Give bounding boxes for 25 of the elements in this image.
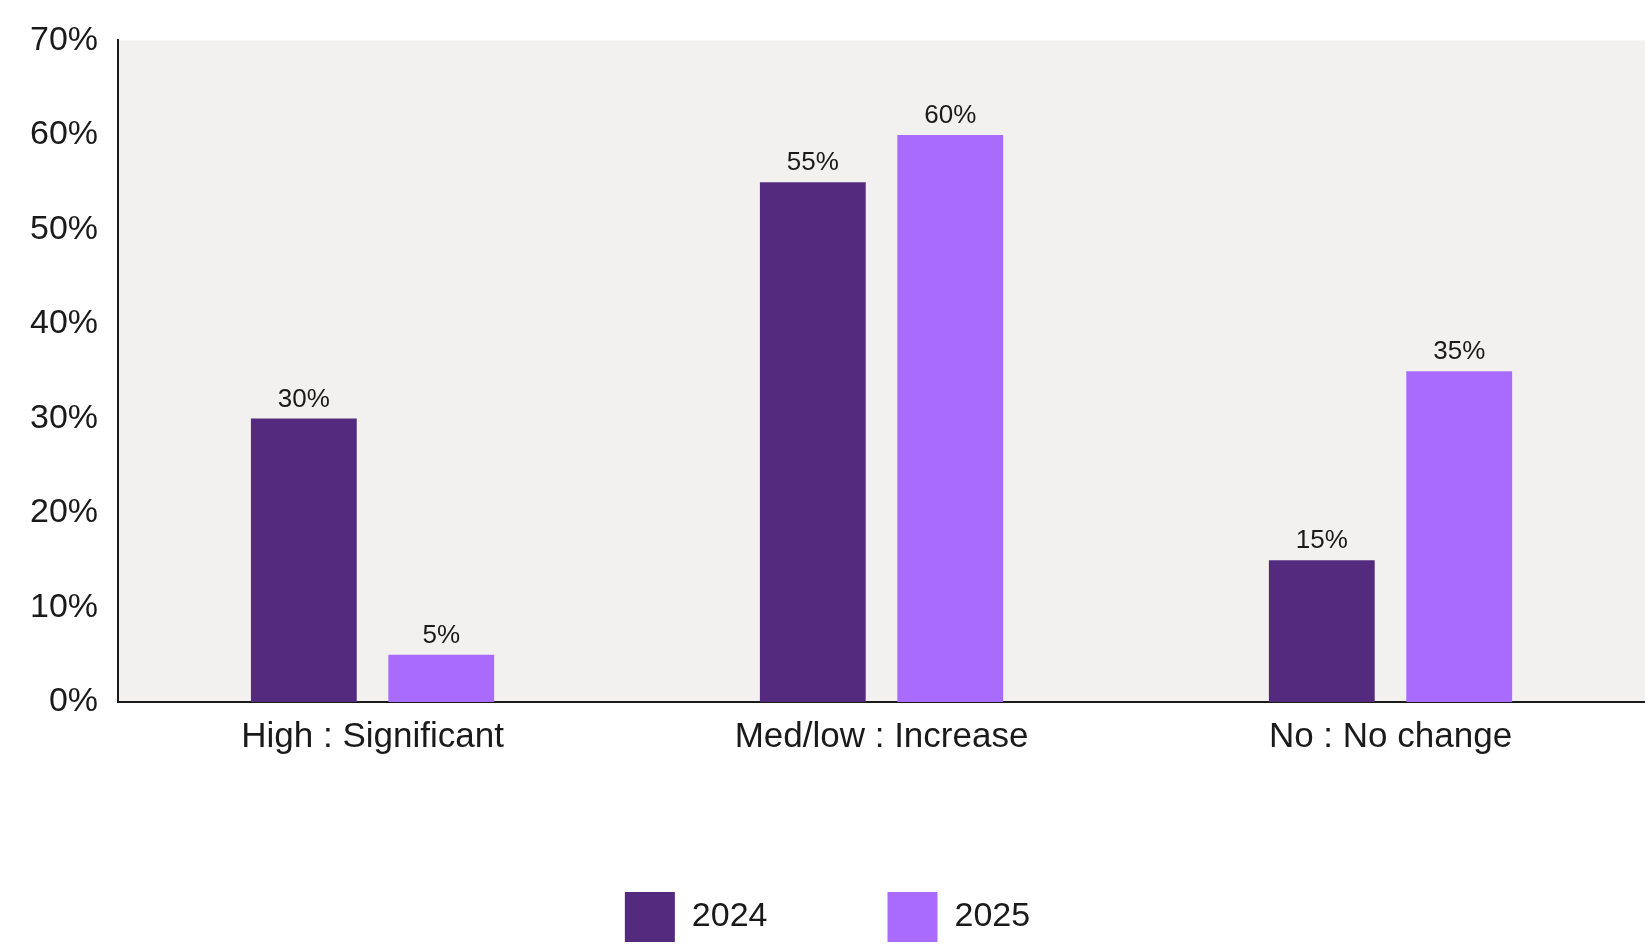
data-label: 5%: [422, 618, 461, 649]
y-tick-label: 20%: [29, 491, 99, 530]
y-tick-label: 60%: [29, 113, 99, 152]
bar: [897, 134, 1004, 702]
y-tick-label: 10%: [29, 585, 99, 624]
y-tick-label: 50%: [29, 207, 99, 246]
legend-label: 2024: [691, 895, 768, 934]
bar: [250, 418, 357, 702]
bar: [1268, 560, 1375, 702]
y-tick-label: 30%: [29, 396, 99, 435]
y-tick-label: 0%: [48, 680, 99, 719]
legend-label: 2025: [954, 895, 1031, 934]
x-tick-label: High : Significant: [241, 714, 505, 754]
data-label: 60%: [924, 99, 977, 130]
y-tick-label: 70%: [29, 18, 99, 57]
bar: [388, 654, 495, 702]
bar: [1406, 371, 1513, 702]
data-label: 55%: [786, 146, 839, 177]
bar: [759, 182, 866, 702]
data-label: 15%: [1295, 524, 1348, 555]
data-label: 30%: [277, 382, 330, 413]
x-tick-label: No : No change: [1268, 714, 1513, 754]
x-tick-label: Med/low : Increase: [734, 714, 1029, 754]
data-label: 35%: [1433, 335, 1486, 366]
y-tick-label: 40%: [29, 302, 99, 341]
